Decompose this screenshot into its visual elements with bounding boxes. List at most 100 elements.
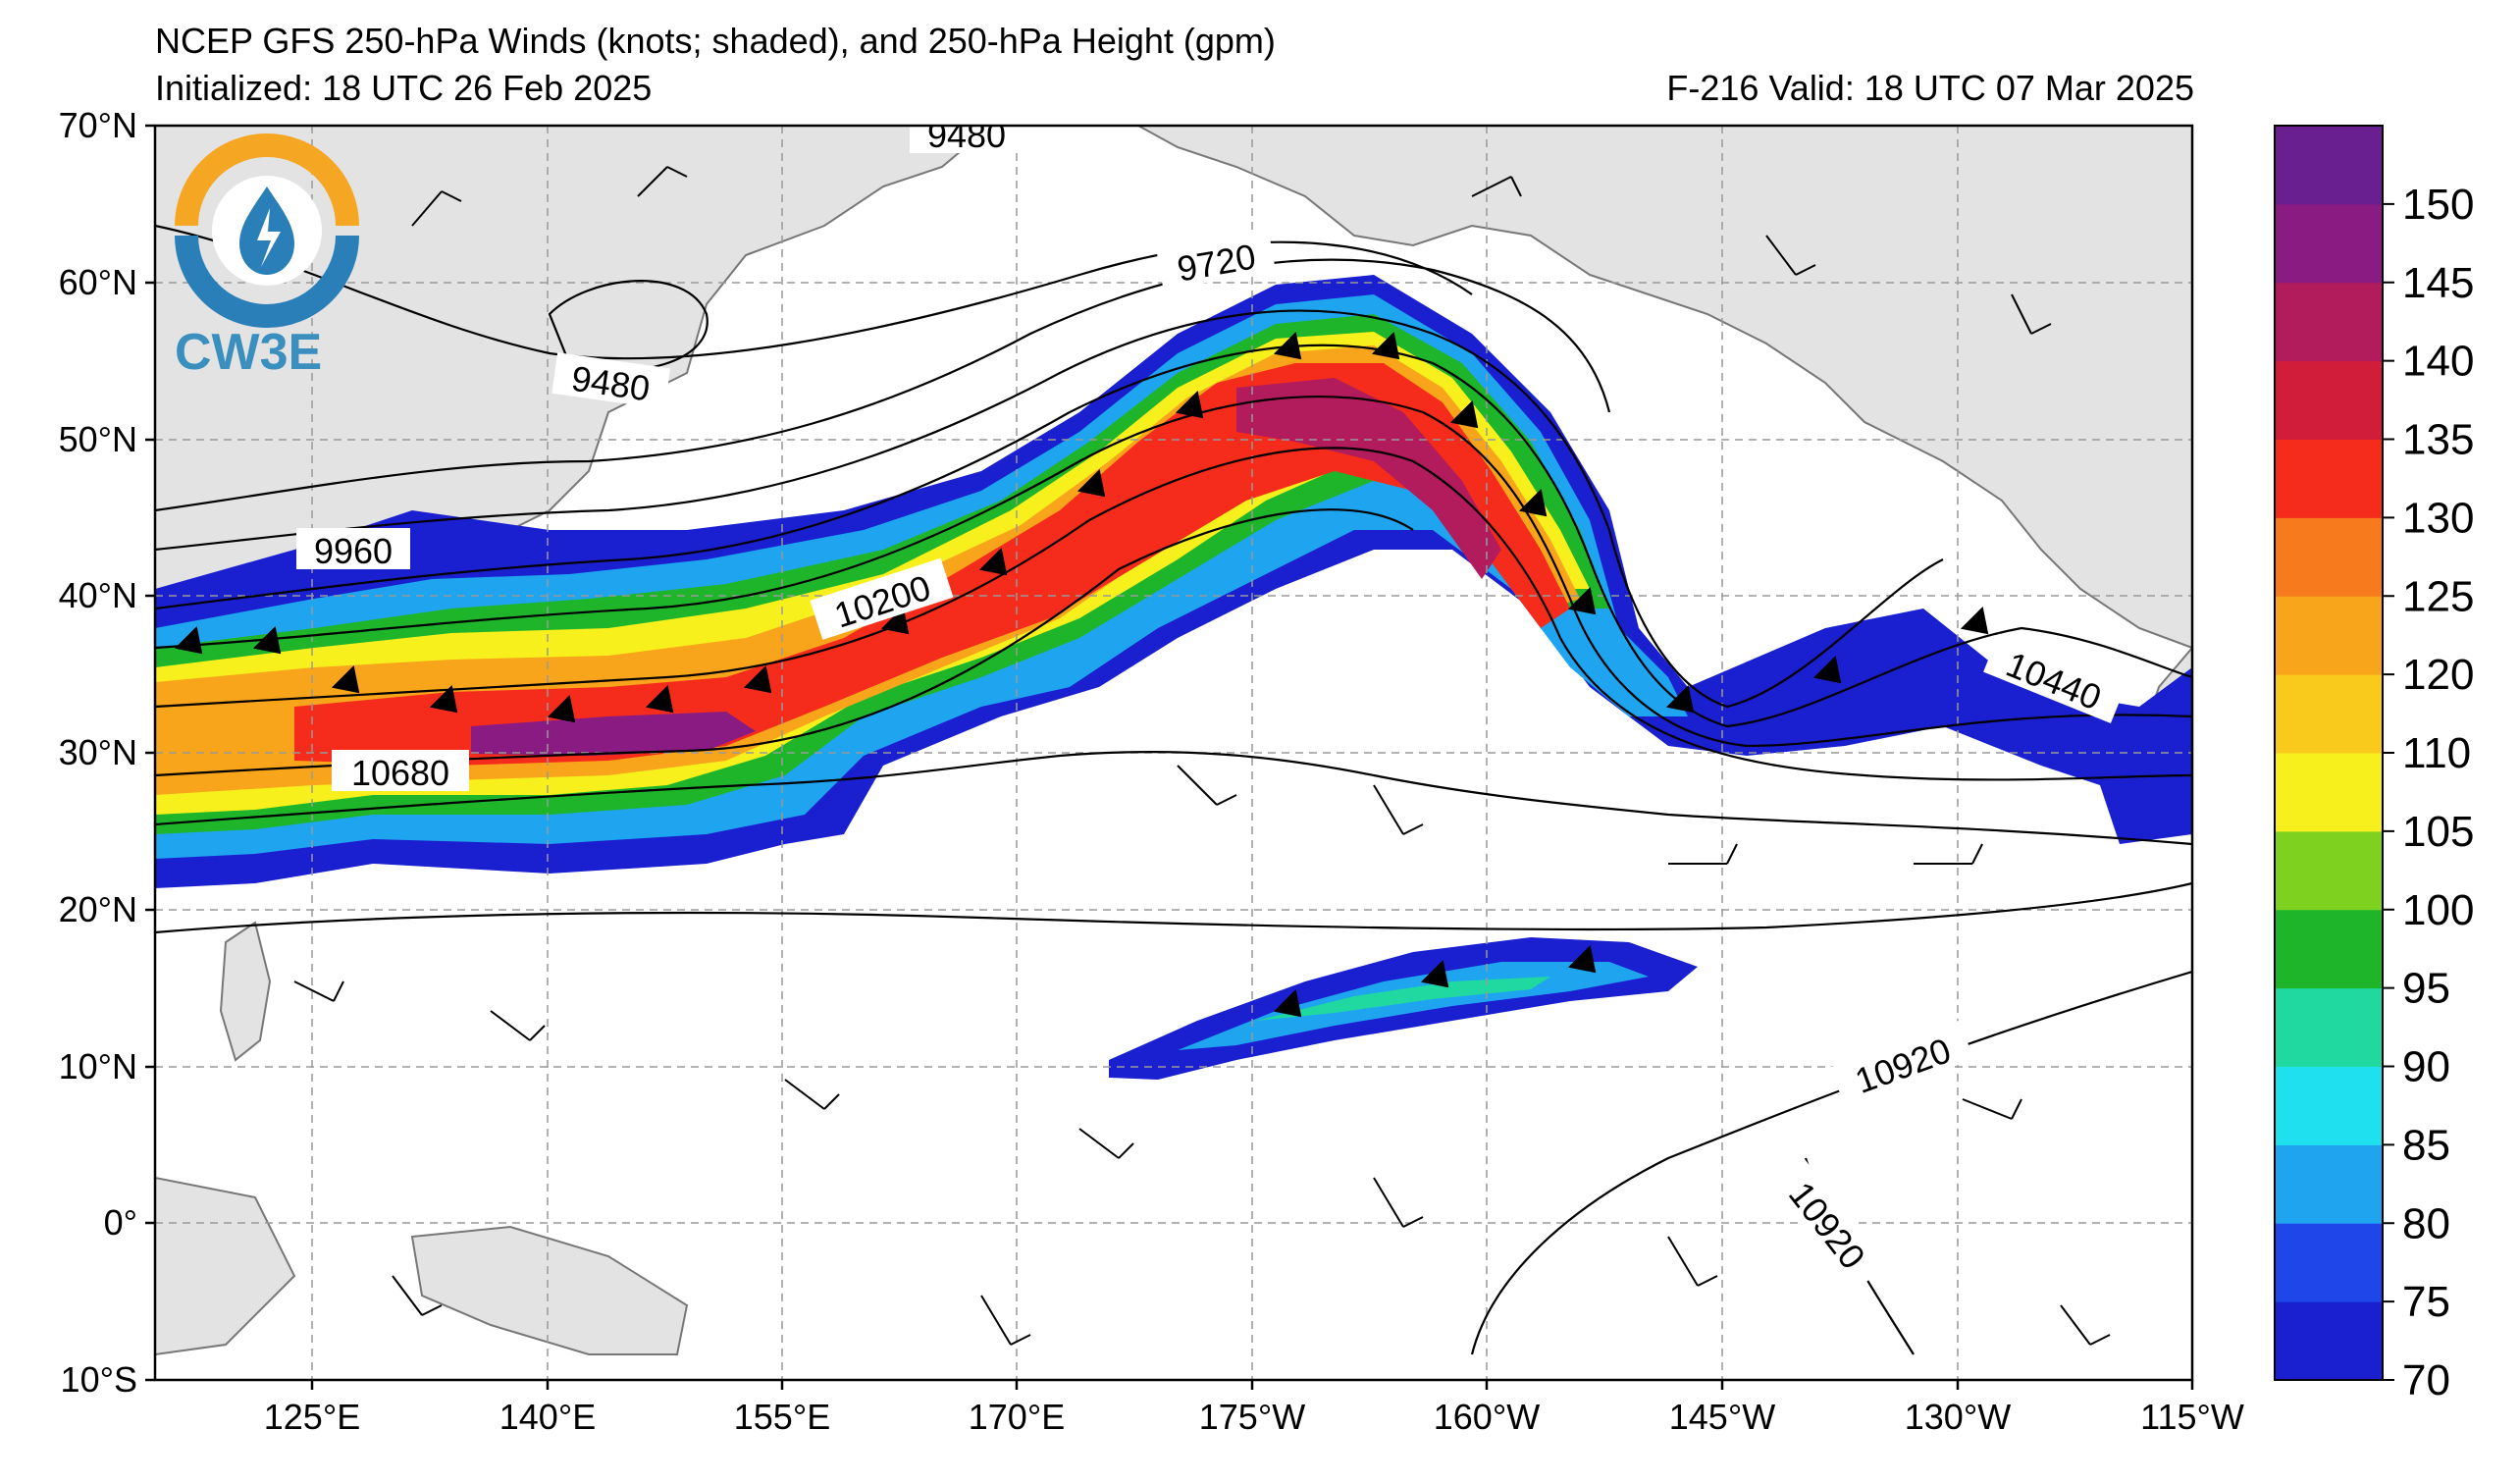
wind-barb-flag	[978, 547, 1008, 576]
lon-label: 160°W	[1434, 1397, 1540, 1437]
new-guinea	[410, 1225, 689, 1355]
wind-barb	[490, 1010, 546, 1041]
contour-label-9480-top: 9480	[927, 115, 1006, 155]
wind-barb-flag	[174, 625, 203, 655]
alaska-landmass	[1137, 126, 2192, 650]
colorbar: 150 145 140 135 130 125 120 110 105 100 95 90 85 80 75…	[2274, 125, 2474, 1404]
wind-barb	[293, 980, 344, 1002]
wind-barb	[2060, 1304, 2111, 1346]
colorbar-label: 130	[2402, 494, 2474, 542]
colorbar-label: 135	[2402, 416, 2474, 464]
lat-label: 40°N	[59, 575, 137, 615]
colorbar-swatch	[2275, 1066, 2383, 1145]
lat-label: 10°S	[61, 1359, 137, 1400]
colorbar-label: 90	[2402, 1043, 2450, 1091]
lon-label: 145°W	[1669, 1397, 1775, 1437]
borneo-sumatra	[155, 1176, 296, 1356]
colorbar-label: 80	[2402, 1199, 2450, 1247]
colorbar-label: 100	[2402, 886, 2474, 934]
contour-label-9960: 9960	[314, 531, 393, 571]
colorbar-swatch	[2275, 360, 2383, 440]
colorbar-label: 75	[2402, 1278, 2450, 1326]
wind-barb-flag	[1665, 684, 1695, 714]
colorbar-swatch	[2275, 439, 2383, 518]
wind-barb-flag	[1420, 959, 1449, 988]
cw3e-logo: CW3E	[175, 133, 359, 381]
wind-barb	[784, 1079, 840, 1110]
colorbar-swatch	[2275, 830, 2383, 911]
wind-barb	[637, 166, 688, 197]
wind-barb-flag	[1273, 988, 1302, 1018]
wind-barb-flag	[1371, 331, 1400, 360]
colorbar-swatch	[2275, 753, 2383, 832]
colorbar-swatch	[2275, 596, 2383, 675]
height-contours	[155, 224, 2192, 1355]
wind-barb	[1373, 784, 1424, 835]
lon-label: 125°E	[264, 1397, 360, 1437]
lon-label: 175°W	[1199, 1397, 1305, 1437]
initialized-time: Initialized: 18 UTC 26 Feb 2025	[155, 68, 653, 108]
jet-core-145kt	[471, 712, 756, 756]
wind-barb-flag	[1518, 488, 1548, 517]
grid-lines	[155, 126, 2192, 1380]
lat-label: 50°N	[59, 419, 137, 459]
colorbar-swatch	[2275, 126, 2383, 205]
longitude-labels: 125°E 140°E 155°E 170°E 175°W 160°W 145°…	[264, 1397, 2244, 1437]
wind-barb	[1373, 1177, 1424, 1228]
colorbar-swatch	[2275, 1223, 2383, 1302]
colorbar-swatch	[2275, 909, 2383, 989]
wind-barb-flag	[1273, 331, 1302, 360]
lat-label: 70°N	[59, 105, 137, 145]
wind-barb-flag	[645, 684, 674, 714]
wind-barb-flag	[743, 664, 772, 694]
wind-barb-flag	[1812, 655, 1842, 684]
colorbar-swatch	[2275, 203, 2383, 284]
colorbar-label: 150	[2402, 181, 2474, 229]
wind-barb-flag	[252, 625, 282, 655]
lat-label: 30°N	[59, 732, 137, 772]
colorbar-label: 70	[2402, 1356, 2450, 1404]
colorbar-label: 120	[2402, 651, 2474, 699]
colorbar-label: 125	[2402, 572, 2474, 620]
jet-core-145kt-2	[1236, 378, 1501, 579]
wind-barb-flag	[1175, 390, 1204, 419]
wind-barb-flag	[1567, 586, 1597, 615]
lon-label: 155°E	[734, 1397, 830, 1437]
colorbar-swatch	[2275, 1144, 2383, 1224]
colorbar-label: 140	[2402, 338, 2474, 386]
wind-barb	[392, 1275, 443, 1316]
wind-barb-flag	[1076, 468, 1106, 498]
wind-barb-flag	[331, 664, 360, 694]
wind-barb	[1667, 1236, 1718, 1287]
colorbar-swatch	[2275, 987, 2383, 1067]
lat-label: 20°N	[59, 889, 137, 929]
colorbar-swatch	[2275, 1301, 2383, 1381]
subtropical-jet-95kt	[1256, 977, 1550, 1021]
jet-band-135kt	[294, 363, 1570, 766]
wind-barb-flag	[429, 684, 458, 714]
logo-text: CW3E	[175, 324, 322, 381]
colorbar-swatch	[2275, 517, 2383, 597]
valid-time: F-216 Valid: 18 UTC 07 Mar 2025	[1666, 68, 2194, 108]
lon-label: 140°E	[499, 1397, 596, 1437]
lat-label: 10°N	[59, 1046, 137, 1086]
lon-label: 130°W	[1905, 1397, 2011, 1437]
wind-barb	[2011, 293, 2052, 335]
lat-label: 0°	[104, 1202, 137, 1243]
contour-label-10680: 10680	[351, 753, 449, 793]
latitude-labels: 70°N 60°N 50°N 40°N 30°N 20°N 10°N 0° 10…	[59, 105, 137, 1400]
lat-label: 60°N	[59, 262, 137, 302]
colorbar-label: 95	[2402, 965, 2450, 1013]
wind-barb-flag	[1960, 606, 1989, 635]
wind-barb-flag	[880, 606, 910, 635]
wind-barb	[1962, 1098, 2022, 1120]
colorbar-label: 85	[2402, 1121, 2450, 1169]
wind-barb-flag	[547, 694, 576, 723]
wind-barbs	[174, 166, 2111, 1346]
colorbar-swatch	[2275, 674, 2383, 754]
wind-barb	[1914, 843, 1983, 865]
wind-barb-flag	[1449, 399, 1479, 429]
philippines	[219, 921, 272, 1062]
lon-label: 170°E	[969, 1397, 1065, 1437]
